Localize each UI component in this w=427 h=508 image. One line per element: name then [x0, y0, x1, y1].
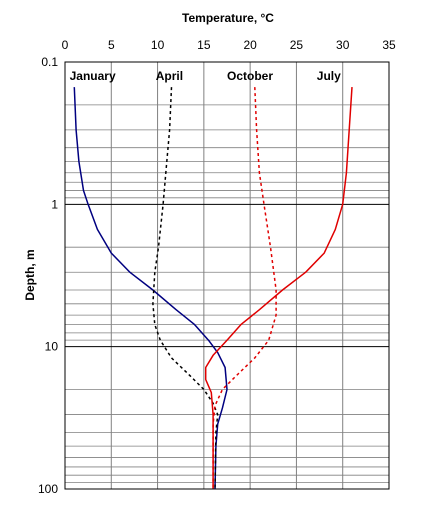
- x-axis-title: Temperature, °C: [182, 11, 274, 25]
- x-tick-label: 5: [108, 38, 115, 52]
- x-tick-label: 35: [382, 38, 396, 52]
- x-tick-label: 30: [336, 38, 350, 52]
- y-tick-label: 10: [45, 340, 59, 354]
- y-tick-label: 1: [51, 197, 58, 211]
- x-tick-label: 15: [197, 38, 211, 52]
- series-label-january: January: [70, 69, 116, 83]
- series-label-october: October: [227, 69, 273, 83]
- y-axis-title: Depth, m: [23, 249, 37, 300]
- x-tick-labels: 0 5 10 15 20 25 30 35: [62, 38, 396, 52]
- y-tick-labels: 0.1 1 10 100: [38, 55, 58, 496]
- x-tick-label: 25: [290, 38, 304, 52]
- series-label-april: April: [156, 69, 183, 83]
- y-tick-label: 100: [38, 482, 58, 496]
- x-tick-label: 10: [151, 38, 165, 52]
- series-line-october: [212, 87, 277, 489]
- plot-frame: [64, 61, 390, 490]
- x-tick-label: 20: [243, 38, 257, 52]
- x-tick-label: 0: [62, 38, 69, 52]
- series-lines: [73, 87, 353, 490]
- series-line-january: [73, 87, 228, 490]
- series-labels: January April October July: [70, 69, 342, 83]
- y-tick-label: 0.1: [41, 55, 58, 69]
- series-label-july: July: [317, 69, 341, 83]
- series-line-july: [204, 87, 353, 489]
